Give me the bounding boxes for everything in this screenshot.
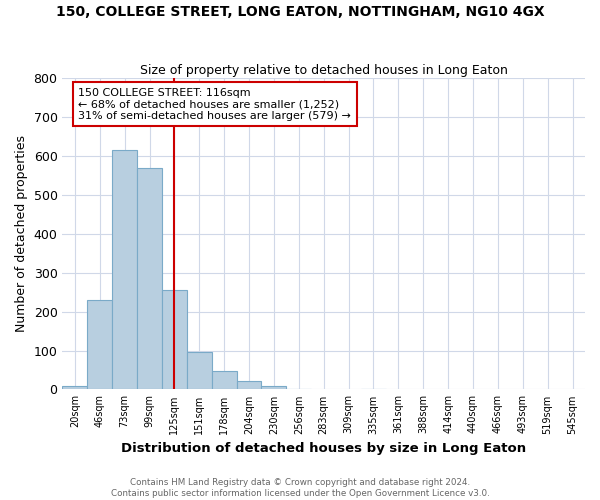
Bar <box>88 300 112 390</box>
Bar <box>286 388 311 390</box>
Bar <box>187 352 212 390</box>
Text: Contains HM Land Registry data © Crown copyright and database right 2024.
Contai: Contains HM Land Registry data © Crown c… <box>110 478 490 498</box>
Bar <box>112 150 137 390</box>
Bar <box>162 290 187 390</box>
Bar <box>361 388 386 390</box>
Text: 150, COLLEGE STREET, LONG EATON, NOTTINGHAM, NG10 4GX: 150, COLLEGE STREET, LONG EATON, NOTTING… <box>56 5 544 19</box>
Bar <box>62 386 88 390</box>
Title: Size of property relative to detached houses in Long Eaton: Size of property relative to detached ho… <box>140 64 508 77</box>
Bar <box>137 168 162 390</box>
Bar <box>212 371 236 390</box>
Bar <box>236 381 262 390</box>
Bar <box>262 386 286 390</box>
Text: 150 COLLEGE STREET: 116sqm
← 68% of detached houses are smaller (1,252)
31% of s: 150 COLLEGE STREET: 116sqm ← 68% of deta… <box>78 88 351 120</box>
X-axis label: Distribution of detached houses by size in Long Eaton: Distribution of detached houses by size … <box>121 442 526 455</box>
Y-axis label: Number of detached properties: Number of detached properties <box>15 136 28 332</box>
